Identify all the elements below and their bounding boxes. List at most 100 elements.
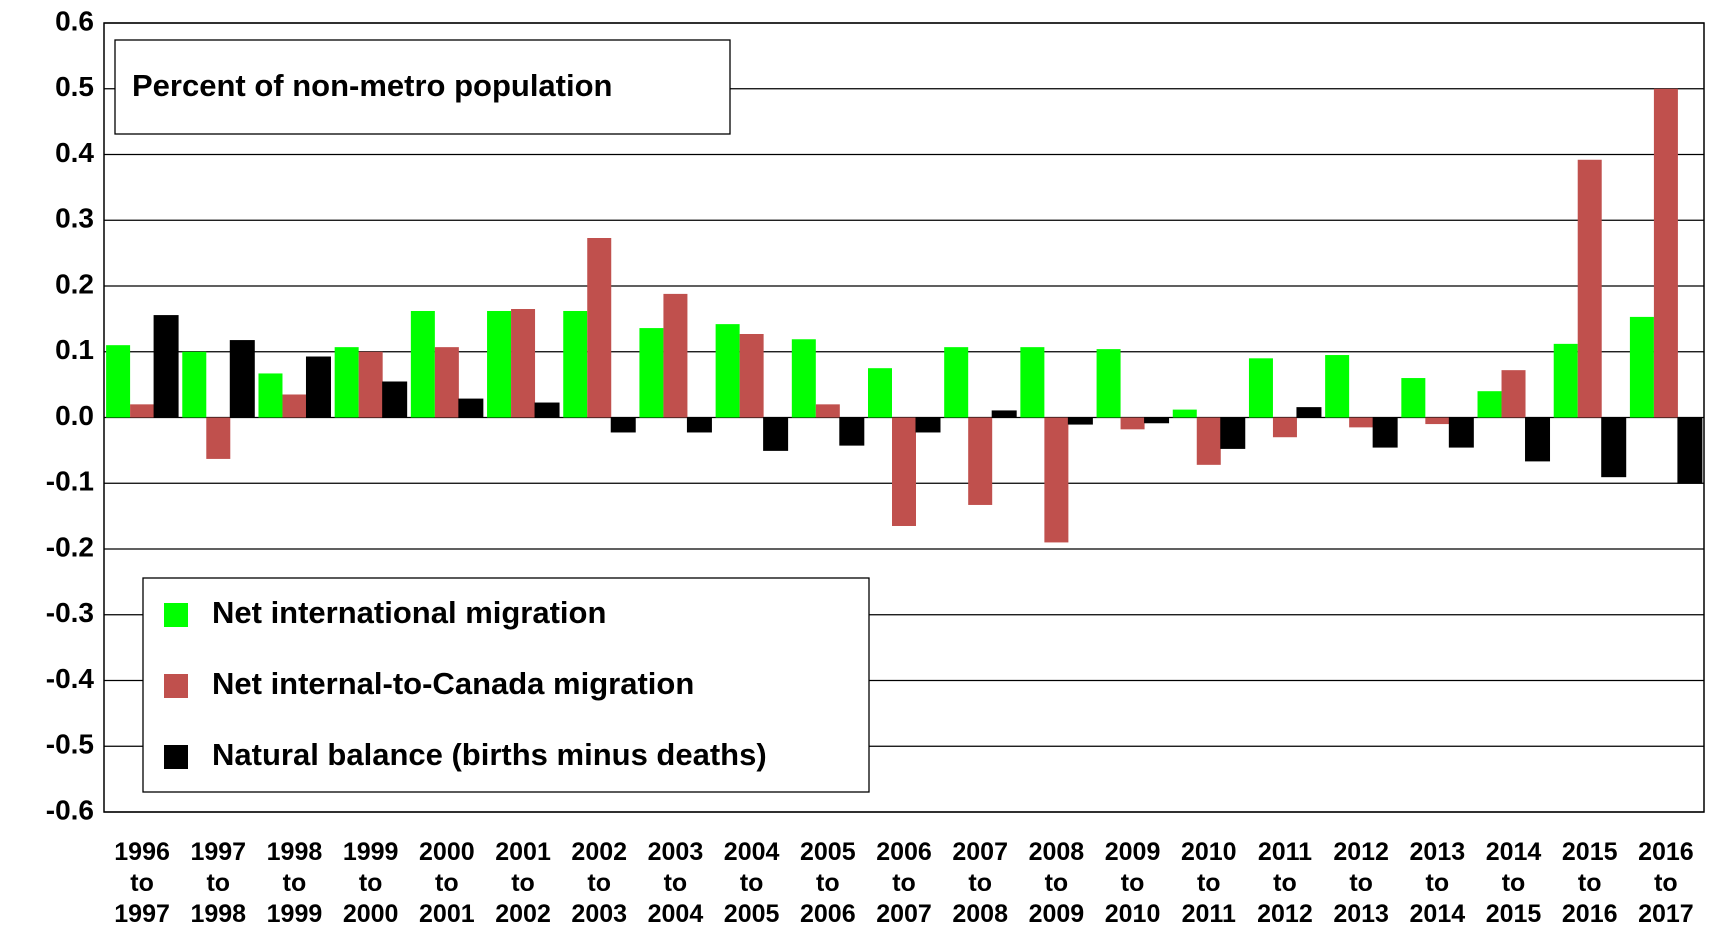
bar xyxy=(153,315,179,418)
x-tick-label: 2011 to 2012 xyxy=(1257,838,1313,926)
bar xyxy=(1220,417,1246,449)
bar xyxy=(182,351,207,418)
x-tick-label: 2001 to 2002 xyxy=(495,838,551,926)
x-tick-line: 2011 xyxy=(1258,838,1312,866)
x-tick-line: 2009 xyxy=(1029,900,1085,926)
y-tick-label: 0.2 xyxy=(55,268,94,299)
x-tick-line: to xyxy=(892,869,916,897)
legend-label: Natural balance (births minus deaths) xyxy=(212,737,767,772)
y-tick-label: -0.3 xyxy=(46,597,94,628)
x-tick-line: to xyxy=(130,869,154,897)
bar xyxy=(968,417,993,505)
x-tick-line: 2001 xyxy=(419,900,475,926)
bar xyxy=(1325,355,1350,418)
x-tick-line: to xyxy=(664,869,688,897)
bar xyxy=(991,410,1017,418)
x-tick-line: 1998 xyxy=(190,900,246,926)
x-tick-line: 1997 xyxy=(114,900,170,926)
x-tick-line: to xyxy=(816,869,840,897)
x-tick-line: to xyxy=(1121,869,1145,897)
x-tick-line: to xyxy=(206,869,230,897)
bar xyxy=(106,345,131,418)
x-tick-line: to xyxy=(359,869,383,897)
y-tick-label: -0.1 xyxy=(46,466,94,497)
x-tick-line: 2012 xyxy=(1333,838,1389,866)
bar xyxy=(410,310,435,418)
x-tick-label: 2013 to 2014 xyxy=(1410,838,1466,926)
x-tick-line: 1999 xyxy=(267,900,323,926)
x-tick-label: 2010 to 2011 xyxy=(1181,838,1237,926)
legend-swatch xyxy=(164,745,188,769)
x-tick-line: 2009 xyxy=(1105,838,1161,866)
y-tick-label: -0.5 xyxy=(46,729,94,760)
x-tick-line: 1997 xyxy=(190,838,246,866)
y-tick-label: -0.2 xyxy=(46,531,94,562)
bar xyxy=(944,347,969,418)
x-tick-line: 2010 xyxy=(1105,900,1161,926)
x-tick-line: 1998 xyxy=(267,838,323,866)
x-tick-line: 2008 xyxy=(1029,838,1085,866)
bar xyxy=(1272,417,1297,438)
x-tick-label: 1996 to 1997 xyxy=(114,838,170,926)
x-tick-line: 2002 xyxy=(571,838,627,866)
y-tick-label: 0.0 xyxy=(55,400,94,431)
x-tick-line: 2014 xyxy=(1410,900,1466,926)
bar xyxy=(815,404,840,418)
x-tick-line: to xyxy=(1426,869,1450,897)
x-tick-line: to xyxy=(1502,869,1526,897)
bar xyxy=(1144,417,1170,424)
legend-swatch xyxy=(164,603,188,627)
bar xyxy=(358,351,383,418)
bar xyxy=(229,340,255,419)
x-tick-line: 2003 xyxy=(648,838,704,866)
y-tick-label: 0.4 xyxy=(55,137,94,168)
x-tick-label: 2002 to 2003 xyxy=(571,838,627,926)
bar xyxy=(1196,417,1221,465)
y-tick-label: 0.1 xyxy=(55,334,94,365)
bar xyxy=(1501,370,1526,418)
x-tick-line: 2015 xyxy=(1486,900,1542,926)
x-tick-line: 2013 xyxy=(1410,838,1466,866)
bar xyxy=(1601,417,1627,478)
bar xyxy=(1653,88,1678,418)
x-tick-line: 2006 xyxy=(876,838,932,866)
x-tick-line: to xyxy=(968,869,992,897)
bar xyxy=(511,309,536,418)
x-tick-line: to xyxy=(1045,869,1069,897)
x-tick-label: 2014 to 2015 xyxy=(1486,838,1542,926)
x-tick-line: to xyxy=(1273,869,1297,897)
y-tick-label: 0.6 xyxy=(55,5,94,36)
x-tick-label: 2016 to 2017 xyxy=(1638,838,1694,926)
y-tick-label: 0.5 xyxy=(55,71,94,102)
x-tick-line: 2000 xyxy=(343,900,399,926)
x-tick-line: 2002 xyxy=(495,900,551,926)
bar xyxy=(1677,417,1703,484)
plot-frame xyxy=(103,22,1705,813)
bar xyxy=(1553,343,1578,418)
x-tick-line: 2013 xyxy=(1333,900,1389,926)
x-tick-line: to xyxy=(283,869,307,897)
bar xyxy=(868,368,892,418)
bar xyxy=(791,339,816,418)
legend-swatch xyxy=(164,674,188,698)
bar xyxy=(1120,417,1145,430)
bar xyxy=(1525,417,1551,462)
bar xyxy=(334,347,359,418)
bar xyxy=(839,417,865,446)
bar xyxy=(715,324,740,418)
x-tick-label: 2008 to 2009 xyxy=(1029,838,1085,926)
legend-label: Net international migration xyxy=(212,595,606,630)
x-tick-line: to xyxy=(1349,869,1373,897)
annotation-box xyxy=(114,39,731,135)
bar xyxy=(1477,391,1502,418)
x-tick-line: 2001 xyxy=(495,838,551,866)
x-tick-line: 2016 xyxy=(1562,900,1618,926)
legend-label: Net internal-to-Canada migration xyxy=(212,666,694,701)
bar xyxy=(663,293,688,418)
x-tick-line: to xyxy=(1197,869,1221,897)
x-tick-line: 2012 xyxy=(1257,900,1313,926)
bar xyxy=(258,373,283,418)
y-tick-label: -0.4 xyxy=(46,663,95,694)
annotation: Percent of non-metro population xyxy=(132,68,613,103)
bar xyxy=(487,310,512,418)
